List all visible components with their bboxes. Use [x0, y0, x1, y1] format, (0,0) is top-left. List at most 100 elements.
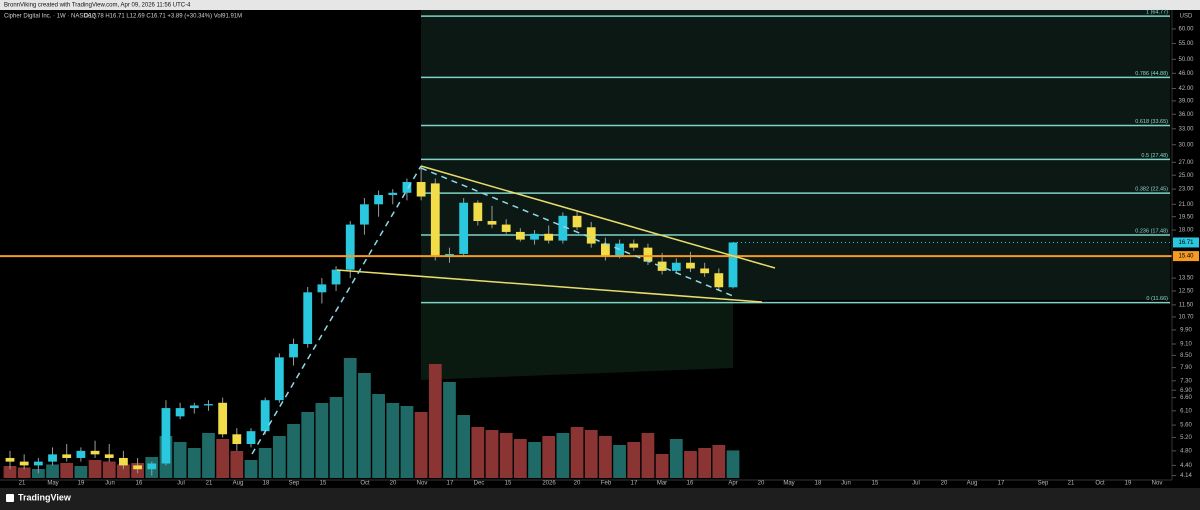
- last-price-label: 16.71: [1178, 240, 1194, 246]
- volume-bar: [3, 466, 17, 478]
- y-tick-label: 5.20: [1180, 435, 1192, 441]
- volume-bar: [513, 439, 527, 478]
- x-tick-label: Sep: [1038, 481, 1049, 487]
- candle-body: [246, 431, 256, 445]
- candle-body: [90, 450, 100, 455]
- volume-bar: [88, 460, 102, 478]
- candle-body: [473, 202, 483, 222]
- volume-bar: [216, 439, 230, 478]
- candle-body: [345, 224, 355, 270]
- x-tick-label: May: [47, 481, 58, 487]
- y-tick-label: 27.00: [1178, 160, 1194, 166]
- x-tick-label: Mar: [657, 481, 667, 487]
- fib-label: 1 (64.77): [1146, 10, 1168, 16]
- x-tick-label: 17: [631, 481, 638, 487]
- fib-label: 0.618 (33.65): [1135, 119, 1168, 125]
- candle-body: [331, 269, 341, 285]
- candle-body: [515, 231, 525, 240]
- candle-body: [33, 461, 43, 466]
- y-tick-label: 10.70: [1178, 315, 1194, 321]
- candle-body: [586, 227, 596, 244]
- candle-body: [402, 181, 412, 193]
- volume-bar: [669, 439, 683, 478]
- candle-body: [76, 450, 86, 458]
- volume-bar: [301, 412, 315, 478]
- candle-body: [700, 268, 710, 274]
- x-tick-label: Aug: [967, 481, 978, 487]
- volume-bar: [272, 436, 286, 478]
- x-tick-label: Jun: [105, 481, 115, 487]
- candle-body: [572, 215, 582, 228]
- chart-title: Cipher Digital Inc. · 1W · NASDAQ: [4, 14, 97, 20]
- candle-body: [289, 343, 298, 358]
- y-tick-label: 8.50: [1180, 353, 1192, 359]
- y-tick-label: 11.50: [1179, 302, 1194, 308]
- candle-body: [5, 457, 15, 462]
- candle-body: [487, 221, 497, 225]
- x-tick-label: 19: [1125, 481, 1132, 487]
- y-tick-label: 25.00: [1178, 173, 1194, 179]
- x-tick-label: 21: [1068, 481, 1075, 487]
- candle-body: [728, 242, 738, 288]
- candle-body: [19, 461, 29, 466]
- candle-body: [161, 408, 171, 464]
- brand: TradingView: [18, 492, 72, 502]
- candle-body: [601, 243, 610, 257]
- x-tick-label: Nov: [1152, 481, 1163, 487]
- volume-bar: [726, 450, 740, 478]
- x-tick-label: Jul: [177, 481, 185, 487]
- y-tick-label: 46.00: [1178, 71, 1194, 77]
- trendline-lower: [336, 269, 763, 303]
- candle-body: [544, 233, 554, 241]
- x-tick-label: 17: [998, 481, 1005, 487]
- volume-bar: [187, 448, 201, 478]
- volume-bar: [31, 469, 45, 478]
- volume-bar: [60, 463, 74, 478]
- x-tick-label: Jul: [912, 481, 920, 487]
- x-tick-label: Apr: [728, 481, 737, 487]
- credit: BronnViking created with TradingView.com…: [4, 3, 191, 9]
- y-tick-label: 39.00: [1178, 98, 1194, 104]
- x-tick-label: 18: [815, 481, 822, 487]
- volume-bar: [117, 464, 130, 478]
- volume-bar: [499, 433, 513, 478]
- x-tick-label: Dec: [474, 481, 485, 487]
- y-tick-label: 6.10: [1180, 408, 1192, 414]
- x-tick-label: 15: [872, 481, 879, 487]
- x-tick-label: 21: [19, 481, 26, 487]
- volume-bar: [414, 412, 428, 478]
- y-tick-label: 13.50: [1178, 276, 1194, 282]
- candle-body: [303, 292, 313, 344]
- candle-body: [260, 400, 270, 432]
- x-tick-label: 20: [390, 481, 397, 487]
- candle-body: [657, 261, 667, 271]
- dashed-line: [420, 167, 734, 297]
- candle-body: [204, 404, 213, 406]
- volume-bar: [17, 467, 31, 478]
- volume-bar: [655, 454, 669, 478]
- volume-bar: [556, 433, 570, 478]
- volume-bar: [329, 397, 343, 478]
- volume-bar: [173, 442, 187, 478]
- marks: 1 (64.77) 0.786 (44.88) 0.618 (33.65) 0.5 (…: [0, 10, 1172, 478]
- candle-body: [416, 181, 426, 197]
- x-tick-label: 20: [758, 481, 765, 487]
- candle-body: [147, 463, 157, 470]
- fib-label: 0.382 (22.45): [1135, 187, 1168, 193]
- candle-body: [218, 402, 228, 435]
- candle-body: [189, 405, 199, 409]
- currency: USD: [1180, 14, 1193, 20]
- trendlines: [251, 165, 776, 455]
- fib-label: 0.786 (44.88): [1135, 71, 1168, 77]
- fib-label: 0.236 (17.48): [1135, 228, 1168, 234]
- volume-bar: [46, 464, 59, 478]
- trendline-upper: [420, 165, 776, 269]
- candle-body: [558, 215, 568, 241]
- y-tick-label: 4.40: [1180, 463, 1192, 469]
- y-tick-label: 7.30: [1180, 378, 1192, 384]
- volume-bar: [202, 433, 215, 478]
- x-tick-label: Jun: [841, 481, 851, 487]
- x-tick-label: Sep: [289, 481, 300, 487]
- volume-bar: [457, 415, 471, 478]
